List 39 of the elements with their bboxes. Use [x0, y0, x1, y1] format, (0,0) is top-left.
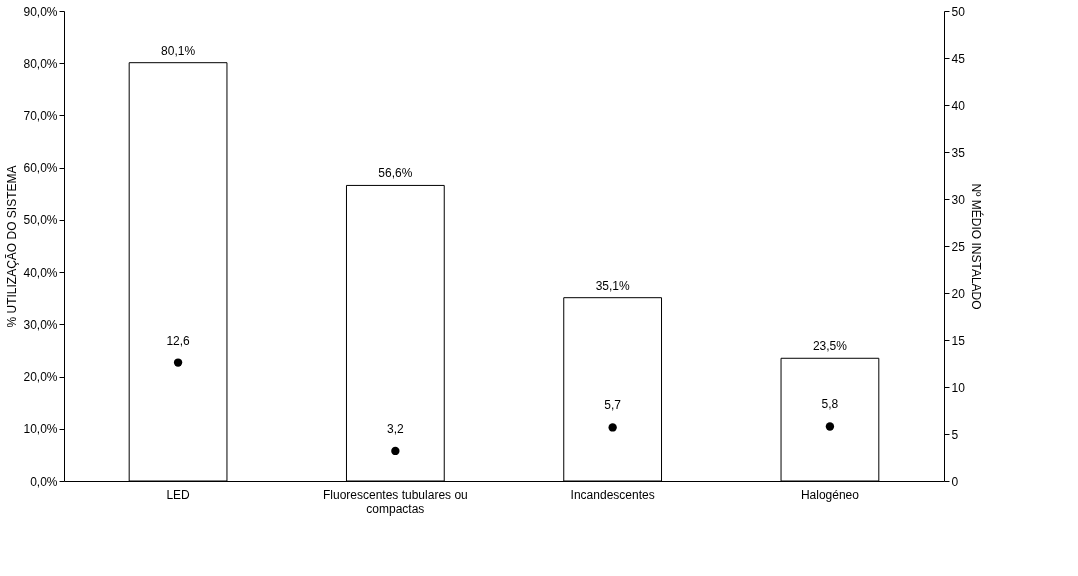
y-tick-label: 40,0%	[23, 265, 58, 280]
x-tick-label: Incandescentes	[570, 487, 655, 502]
y2-tick-label: 25	[951, 239, 966, 254]
y-tick-label: 70,0%	[23, 108, 58, 123]
y-tick-label: 30,0%	[23, 317, 58, 332]
point	[825, 422, 835, 431]
y-tick-label: 0,0%	[30, 474, 58, 489]
x-tick-label: Fluorescentes tubulares ou compactas	[322, 487, 468, 516]
point	[391, 446, 400, 456]
data-label: 56,6%	[378, 166, 413, 181]
data-label: 35,1%	[595, 278, 630, 293]
y2-tick-label: 40	[951, 98, 966, 113]
y2-tick-label: 20	[951, 286, 966, 301]
y-axis-title: % UTILIZAÇÃO DO SISTEMA	[5, 165, 20, 328]
y-tick-label: 80,0%	[23, 56, 58, 71]
data-label: 23,5%	[812, 339, 848, 354]
y2-tick-label: 45	[951, 51, 966, 66]
data-label: 5,7	[604, 398, 622, 413]
y-tick-label: 20,0%	[23, 370, 58, 385]
data-label: 3,2	[387, 421, 405, 436]
data-label: 12,6	[166, 333, 191, 348]
data-label: 5,8	[821, 397, 839, 412]
y-tick-label: 90,0%	[23, 4, 58, 19]
y-tick-label: 10,0%	[23, 422, 58, 437]
y-tick-label: 60,0%	[23, 161, 58, 176]
y2-tick-label: 10	[951, 380, 966, 395]
data-label: 80,1%	[161, 43, 196, 58]
y-tick-label: 50,0%	[23, 213, 58, 228]
y2-axis-title: Nº MÉDIO INSTALADO	[968, 183, 984, 310]
y2-tick-label: 35	[951, 145, 966, 160]
y2-tick-label: 15	[951, 333, 966, 348]
y2-tick-label: 30	[951, 192, 966, 207]
y2-tick-label: 0	[951, 474, 959, 489]
y2-tick-label: 5	[951, 427, 959, 442]
y2-tick-label: 50	[951, 4, 966, 19]
x-tick-label: LED	[166, 487, 191, 502]
x-tick-label: Halogéneo	[800, 487, 860, 502]
point	[173, 358, 183, 367]
point	[608, 423, 617, 432]
